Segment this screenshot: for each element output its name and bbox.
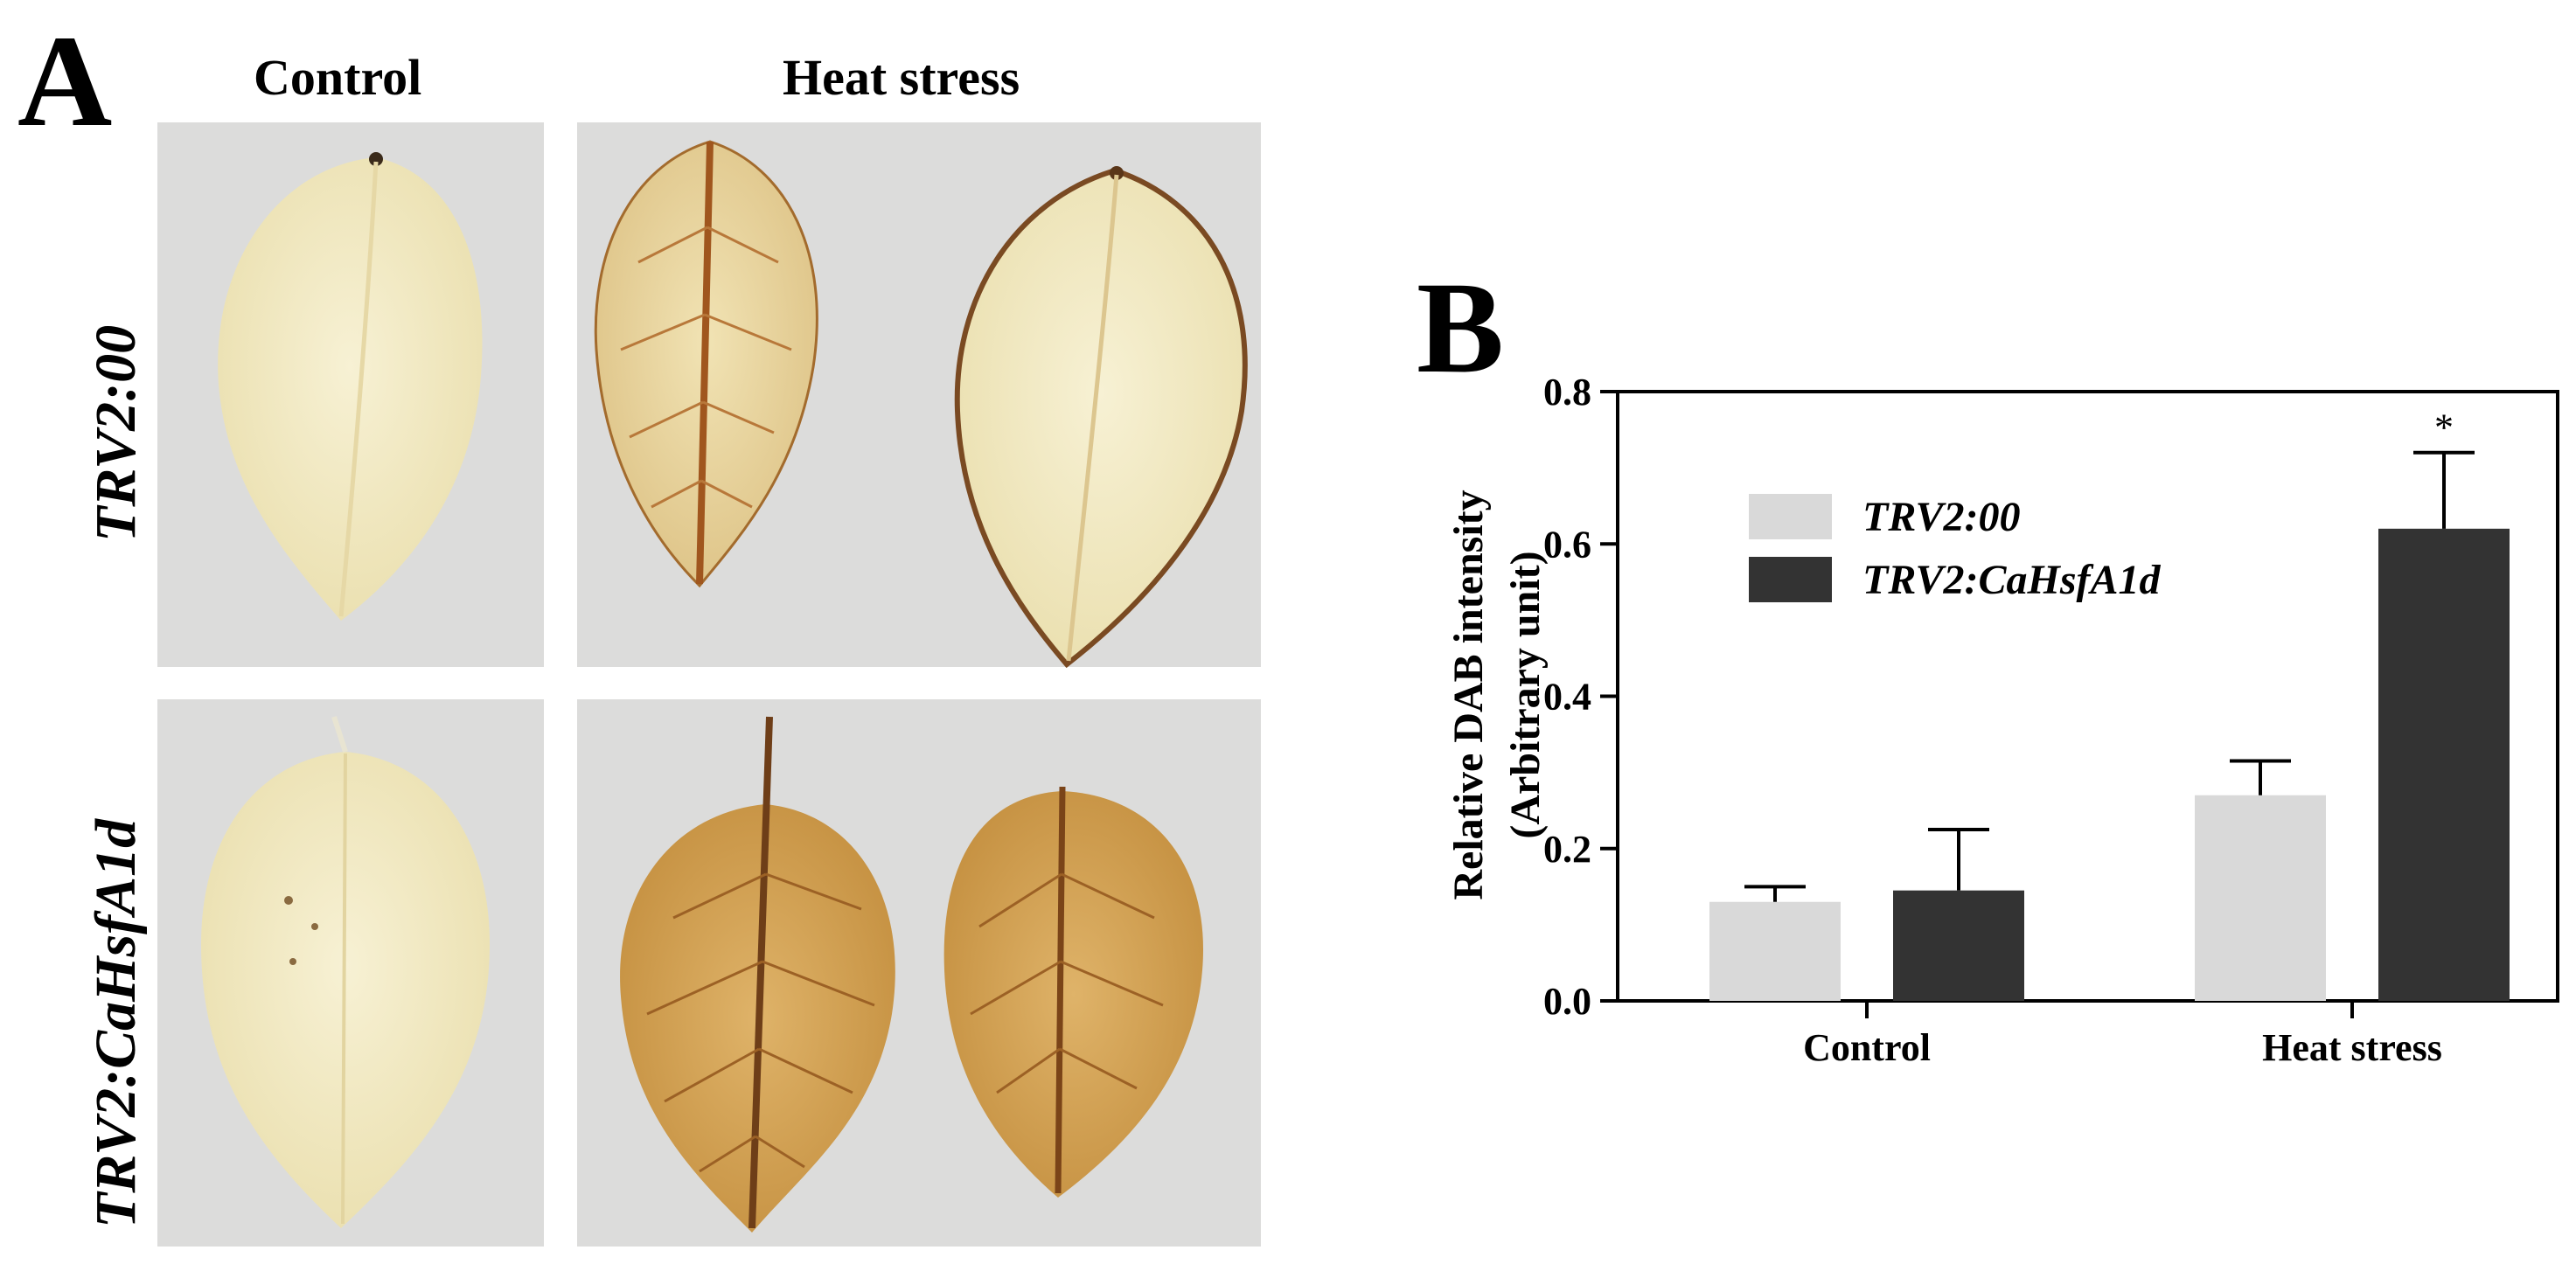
panel-a-letter: A xyxy=(17,9,113,154)
leaf-control-trv2-00 xyxy=(218,152,483,621)
legend-swatch xyxy=(1749,494,1832,539)
bar xyxy=(1893,890,2024,1001)
y-tick-label: 0.8 xyxy=(1543,371,1591,413)
y-axis-label-unit: (Arbitrary unit) xyxy=(1502,551,1549,838)
panel-b-letter: B xyxy=(1417,255,1505,400)
legend-swatch xyxy=(1749,557,1832,602)
leaf-heat-trv2-00-left xyxy=(594,140,818,588)
y-axis-label: Relative DAB intensity xyxy=(1445,490,1492,899)
y-tick-label: 0.4 xyxy=(1543,676,1591,719)
y-tick-label: 0.2 xyxy=(1543,828,1591,871)
y-tick-label: 0.6 xyxy=(1543,523,1591,566)
leaf-heat-trv2-00-right xyxy=(954,166,1248,669)
leaf-heat-trv2-cahsfa1d-left xyxy=(620,716,895,1233)
column-header-control: Control xyxy=(254,49,422,106)
y-tick-label: 0.0 xyxy=(1543,980,1591,1023)
leaf-heat-trv2-cahsfa1d-right xyxy=(943,786,1204,1198)
bar xyxy=(2378,528,2510,1001)
x-tick-label: Control xyxy=(1803,1026,1931,1069)
bar xyxy=(1709,901,1841,1001)
legend-label: TRV2:00 xyxy=(1862,494,2020,540)
legend-label: TRV2:CaHsfA1d xyxy=(1862,557,2162,603)
significance-mark: * xyxy=(2434,406,2454,449)
column-header-heat-stress: Heat stress xyxy=(783,49,1020,106)
leaf-control-trv2-cahsfa1d xyxy=(201,716,490,1228)
x-tick-label: Heat stress xyxy=(2262,1026,2442,1069)
bar xyxy=(2195,795,2326,1001)
